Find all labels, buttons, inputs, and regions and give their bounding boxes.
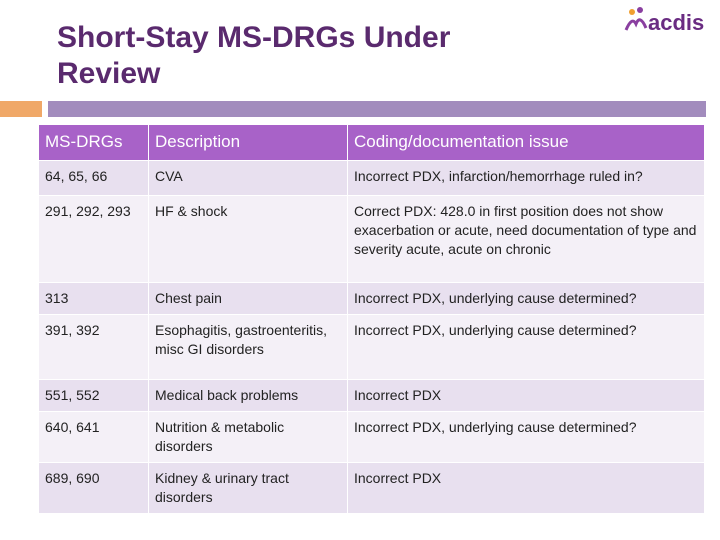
table-row: 291, 292, 293 HF & shock Correct PDX: 428.…: [38, 195, 705, 283]
table-cell: CVA: [148, 160, 348, 196]
table-cell: Chest pain: [148, 282, 348, 315]
accent-bar: [0, 101, 42, 117]
table-cell: 551, 552: [38, 379, 149, 412]
table-row: 689, 690 Kidney & urinary tract disorders…: [38, 462, 705, 514]
logo: acdis: [624, 7, 704, 35]
table-cell: 313: [38, 282, 149, 315]
table-cell: HF & shock: [148, 195, 348, 283]
table-cell: Kidney & urinary tract disorders: [148, 462, 348, 514]
table-row: 551, 552 Medical back problems Incorrect P…: [38, 379, 705, 412]
column-header: MS-DRGs: [38, 124, 149, 161]
drg-table: MS-DRGs Description Coding/documentation i…: [38, 124, 705, 514]
table-cell: Incorrect PDX: [347, 379, 705, 412]
table-cell: 640, 641: [38, 411, 149, 463]
table-cell: Incorrect PDX, underlying cause determin…: [347, 411, 705, 463]
column-header: Coding/documentation issue: [347, 124, 705, 161]
header-row: MS-DRGs Description Coding/documentation i…: [38, 124, 705, 161]
table-row: 64, 65, 66 CVA Incorrect PDX, infarction/h…: [38, 160, 705, 196]
table-cell: Incorrect PDX, underlying cause determin…: [347, 314, 705, 380]
column-header: Description: [148, 124, 348, 161]
table-row: 313 Chest pain Incorrect PDX, underlying c…: [38, 282, 705, 315]
table-row: 391, 392 Esophagitis, gastroenteritis, mi…: [38, 314, 705, 380]
table-cell: 391, 392: [38, 314, 149, 380]
slide-title: Short-Stay MS-DRGs Under Review: [57, 21, 451, 90]
table-cell: Incorrect PDX: [347, 462, 705, 514]
table-cell: 64, 65, 66: [38, 160, 149, 196]
header-bar: [48, 101, 706, 117]
table-cell: 689, 690: [38, 462, 149, 514]
table-cell: Nutrition & metabolic disorders: [148, 411, 348, 463]
table-cell: Incorrect PDX, underlying cause determin…: [347, 282, 705, 315]
logo-text: acdis: [648, 10, 704, 35]
table-cell: 291, 292, 293: [38, 195, 149, 283]
table-cell: Medical back problems: [148, 379, 348, 412]
table-row: 640, 641 Nutrition & metabolic disorders I…: [38, 411, 705, 463]
table-cell: Esophagitis, gastroenteritis, misc GI di…: [148, 314, 348, 380]
table-cell: Correct PDX: 428.0 in first position doe…: [347, 195, 705, 283]
table-cell: Incorrect PDX, infarction/hemorrhage rul…: [347, 160, 705, 196]
